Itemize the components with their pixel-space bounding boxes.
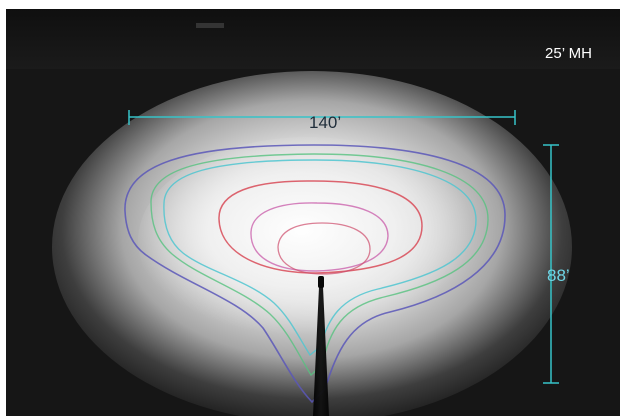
mounting-height-label: 25’ MH: [545, 45, 592, 62]
depth-dimension-label: 88’: [547, 266, 570, 285]
red-inner-contour: [277, 222, 371, 275]
cyan-contour: [163, 159, 477, 357]
wall-fixture-shadow: [196, 23, 224, 28]
green-contour: [150, 153, 489, 377]
outer-blue-contour: [124, 144, 506, 404]
light-distribution-graphic: [6, 9, 620, 416]
inner-light-glow: [138, 137, 478, 345]
red-outer-contour: [218, 180, 423, 274]
magenta-contour: [250, 202, 389, 272]
luminaire-head: [318, 276, 324, 288]
light-distribution-photo: 25’ MH 140’ 88’: [6, 9, 620, 416]
building-wall-shadow: [6, 9, 620, 69]
light-pole: [313, 287, 329, 416]
width-dimension-label: 140’: [309, 113, 342, 132]
